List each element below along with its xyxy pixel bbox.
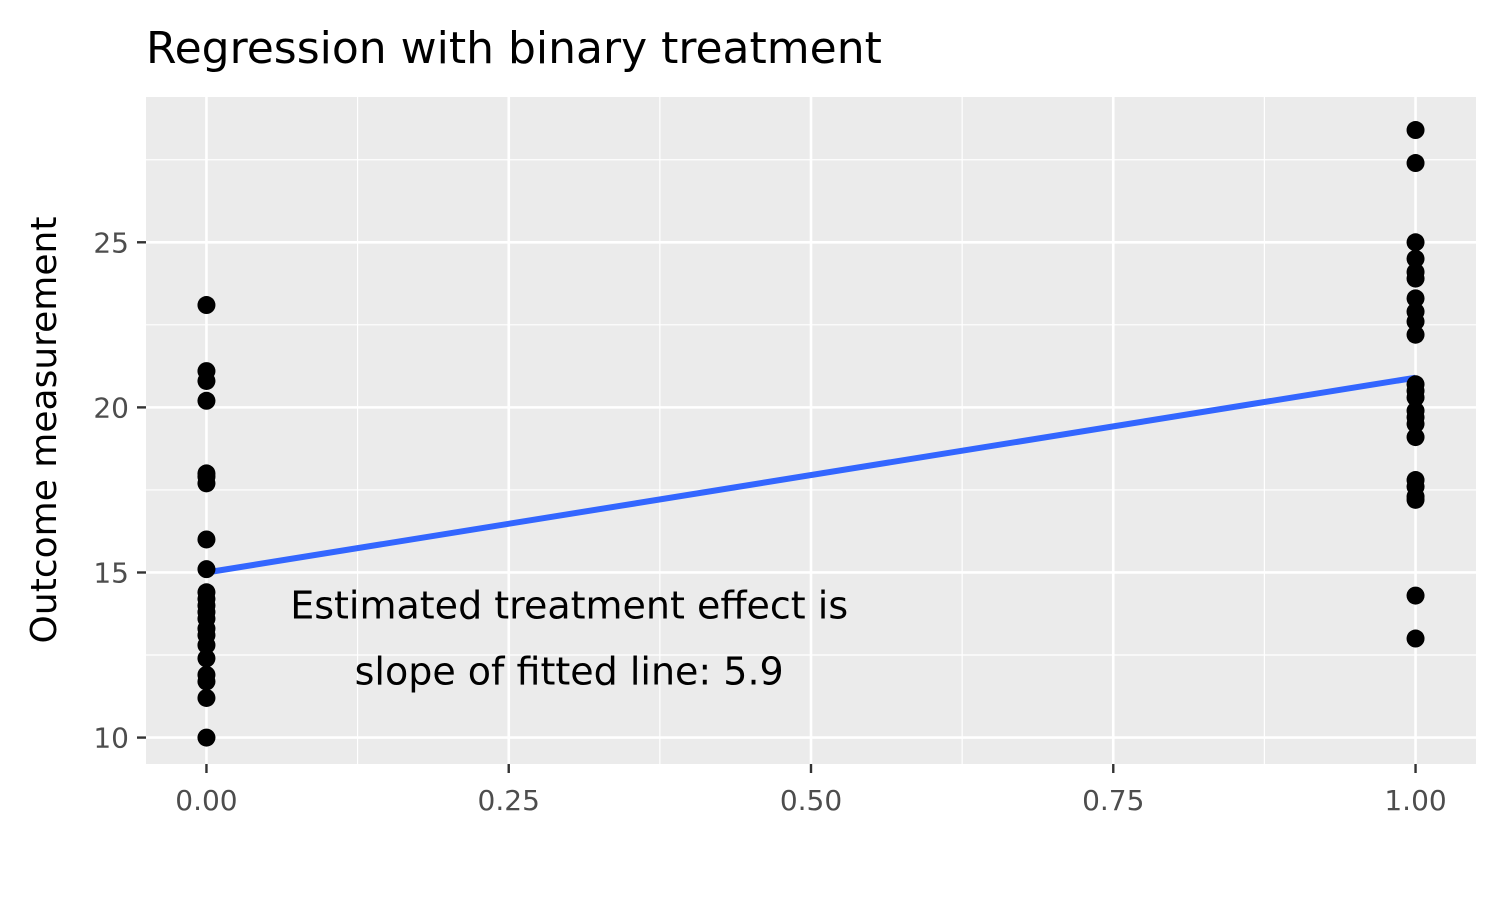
data-point	[197, 560, 216, 579]
annotation-line-2: slope of fitted line: 5.9	[355, 650, 784, 694]
data-point	[197, 649, 216, 668]
data-point	[197, 371, 216, 390]
annotation-line-1: Estimated treatment effect is	[290, 584, 848, 628]
y-tick-label: 15	[93, 556, 129, 589]
y-tick-label: 20	[93, 391, 129, 424]
data-point	[197, 688, 216, 707]
data-point	[1406, 121, 1425, 140]
data-point	[1406, 325, 1425, 344]
data-point	[197, 530, 216, 549]
x-tick-label: 0.00	[175, 784, 237, 817]
x-tick-label: 0.50	[780, 784, 842, 817]
fitted-regression-line	[205, 374, 1417, 576]
data-point	[197, 474, 216, 493]
points-layer	[197, 121, 1425, 747]
x-axis: 0.00 0.25 0.50 0.75 1.00	[175, 764, 1447, 817]
annotation-layer: Estimated treatment effect is slope of f…	[290, 584, 848, 694]
x-tick-label: 0.25	[478, 784, 540, 817]
data-point	[1406, 249, 1425, 268]
data-point	[1406, 289, 1425, 308]
data-point	[1406, 629, 1425, 648]
data-point	[197, 672, 216, 691]
data-point	[1406, 388, 1425, 407]
data-point	[1406, 233, 1425, 252]
fit-line-layer	[205, 374, 1417, 576]
data-point	[1406, 414, 1425, 433]
data-point	[1406, 490, 1425, 509]
data-point	[197, 391, 216, 410]
x-tick-label: 0.75	[1082, 784, 1144, 817]
y-tick-label: 10	[93, 722, 129, 755]
y-axis: 10 15 20 25	[93, 226, 146, 755]
data-point	[197, 296, 216, 315]
data-point	[1406, 269, 1425, 288]
y-tick-label: 25	[93, 226, 129, 259]
x-tick-label: 1.00	[1384, 784, 1446, 817]
data-point	[197, 728, 216, 747]
chart-title: Regression with binary treatment	[146, 23, 882, 74]
y-axis-title: Outcome measurement	[24, 217, 65, 644]
data-point	[1406, 312, 1425, 331]
data-point	[1406, 586, 1425, 605]
data-point	[1406, 428, 1425, 447]
data-point	[197, 636, 216, 655]
data-point	[1406, 154, 1425, 173]
major-grid	[146, 97, 1476, 764]
